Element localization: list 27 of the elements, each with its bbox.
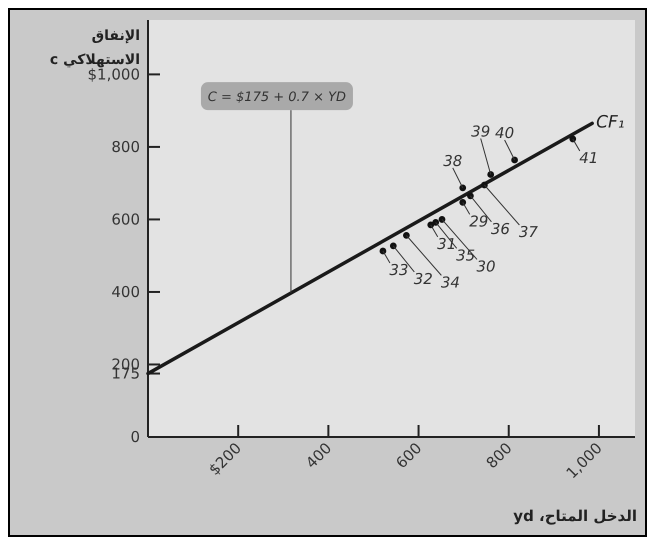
x-tick-label: 800 bbox=[482, 439, 516, 472]
point bbox=[438, 216, 446, 223]
annotation: 37 bbox=[518, 222, 538, 241]
annotation: C = $175 + 0.7 × YD bbox=[208, 90, 346, 106]
y-tick-label: 400 bbox=[111, 282, 140, 301]
annotation: 41 bbox=[579, 148, 598, 167]
annotation: 40 bbox=[495, 124, 514, 142]
series-label: CF₁ bbox=[596, 112, 625, 132]
x-tick-label: 600 bbox=[392, 439, 426, 472]
x-axis-title: الدخل المتاح، yd bbox=[513, 507, 637, 525]
y-tick-label: 800 bbox=[111, 138, 140, 156]
x-tick-label: 400 bbox=[302, 439, 336, 472]
annotation: 34 bbox=[440, 273, 460, 292]
point bbox=[380, 248, 386, 254]
annotation: 33 bbox=[389, 260, 408, 279]
annotation: 32 bbox=[414, 270, 433, 288]
y-tick-label: 600 bbox=[111, 210, 140, 228]
annotation: 30 bbox=[476, 257, 496, 276]
annotation: 35 bbox=[456, 246, 476, 264]
y-tick-label: 0 bbox=[130, 428, 140, 446]
y-axis-title: الإنفاق الاستهلاكي c bbox=[50, 28, 140, 68]
annotation: 38 bbox=[443, 152, 462, 170]
annotation: 31 bbox=[437, 234, 456, 253]
annotation: 29 bbox=[469, 212, 488, 230]
annotation: 39 bbox=[471, 122, 490, 140]
point bbox=[459, 184, 466, 192]
annotation: 36 bbox=[490, 220, 510, 238]
